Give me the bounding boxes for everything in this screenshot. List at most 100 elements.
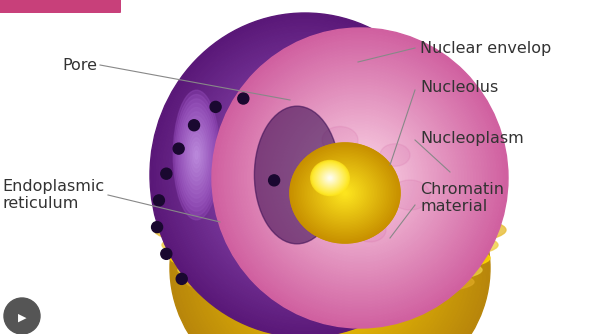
Ellipse shape	[329, 177, 331, 179]
Ellipse shape	[212, 28, 508, 328]
Ellipse shape	[293, 162, 317, 188]
Ellipse shape	[172, 233, 488, 257]
Ellipse shape	[292, 109, 428, 247]
Ellipse shape	[290, 143, 400, 243]
Ellipse shape	[315, 166, 375, 220]
Ellipse shape	[301, 153, 389, 233]
Ellipse shape	[333, 182, 357, 204]
Ellipse shape	[314, 254, 346, 282]
Ellipse shape	[174, 132, 486, 334]
Ellipse shape	[316, 167, 374, 219]
Ellipse shape	[308, 159, 382, 227]
Ellipse shape	[307, 59, 443, 131]
Ellipse shape	[209, 74, 401, 276]
Ellipse shape	[250, 198, 410, 334]
Ellipse shape	[330, 179, 360, 207]
Ellipse shape	[328, 176, 333, 180]
Ellipse shape	[320, 169, 340, 187]
Ellipse shape	[326, 265, 334, 272]
Ellipse shape	[310, 162, 379, 224]
Ellipse shape	[295, 112, 425, 244]
Ellipse shape	[162, 225, 498, 265]
Circle shape	[161, 248, 172, 259]
Ellipse shape	[202, 156, 458, 334]
Ellipse shape	[380, 144, 410, 166]
Ellipse shape	[322, 172, 368, 214]
Ellipse shape	[194, 149, 466, 334]
Ellipse shape	[265, 82, 455, 274]
Ellipse shape	[313, 130, 407, 226]
Ellipse shape	[297, 236, 323, 260]
Ellipse shape	[336, 184, 354, 202]
Ellipse shape	[233, 101, 376, 249]
Ellipse shape	[270, 213, 350, 283]
Ellipse shape	[215, 31, 505, 325]
Ellipse shape	[302, 172, 308, 178]
Ellipse shape	[178, 103, 215, 207]
Ellipse shape	[180, 247, 480, 269]
Ellipse shape	[319, 169, 371, 217]
Ellipse shape	[322, 172, 368, 214]
Ellipse shape	[307, 159, 383, 227]
Ellipse shape	[198, 153, 462, 334]
Ellipse shape	[178, 253, 482, 288]
Ellipse shape	[294, 52, 456, 138]
Ellipse shape	[371, 93, 379, 97]
Ellipse shape	[311, 61, 439, 129]
Ellipse shape	[294, 147, 395, 239]
Ellipse shape	[266, 212, 394, 324]
Ellipse shape	[297, 149, 393, 237]
Ellipse shape	[305, 157, 385, 229]
Circle shape	[269, 175, 280, 186]
Ellipse shape	[309, 160, 381, 226]
Ellipse shape	[314, 164, 376, 222]
Ellipse shape	[262, 130, 349, 220]
Ellipse shape	[306, 244, 314, 252]
Ellipse shape	[330, 179, 361, 207]
Ellipse shape	[224, 91, 386, 259]
Ellipse shape	[306, 157, 384, 229]
Ellipse shape	[357, 175, 363, 181]
Ellipse shape	[318, 169, 371, 217]
Ellipse shape	[302, 154, 387, 232]
Ellipse shape	[321, 170, 339, 186]
Ellipse shape	[154, 207, 506, 253]
Ellipse shape	[290, 159, 320, 191]
Ellipse shape	[333, 72, 418, 118]
Ellipse shape	[279, 221, 341, 275]
Ellipse shape	[253, 120, 358, 230]
Ellipse shape	[274, 219, 386, 317]
Ellipse shape	[306, 247, 354, 289]
Ellipse shape	[214, 167, 446, 334]
Ellipse shape	[206, 160, 454, 334]
Text: Nuclear envelop: Nuclear envelop	[420, 40, 551, 55]
Ellipse shape	[184, 121, 209, 190]
Ellipse shape	[294, 147, 396, 239]
Ellipse shape	[226, 177, 434, 334]
Ellipse shape	[322, 261, 338, 275]
Ellipse shape	[337, 75, 413, 115]
Ellipse shape	[302, 154, 387, 231]
Ellipse shape	[304, 156, 386, 230]
Ellipse shape	[156, 19, 454, 331]
Ellipse shape	[288, 229, 332, 267]
Ellipse shape	[196, 272, 464, 292]
Ellipse shape	[218, 84, 392, 266]
Ellipse shape	[325, 142, 395, 214]
Ellipse shape	[310, 161, 349, 195]
Text: ▶: ▶	[18, 313, 26, 323]
Ellipse shape	[277, 94, 443, 262]
Ellipse shape	[246, 194, 414, 334]
Ellipse shape	[307, 158, 384, 228]
Ellipse shape	[354, 84, 396, 106]
Ellipse shape	[262, 208, 398, 328]
Ellipse shape	[323, 173, 367, 213]
Ellipse shape	[230, 46, 490, 310]
Ellipse shape	[315, 164, 346, 192]
Ellipse shape	[182, 139, 478, 334]
Ellipse shape	[150, 13, 460, 334]
Ellipse shape	[296, 148, 394, 238]
Ellipse shape	[244, 190, 376, 306]
Ellipse shape	[233, 49, 487, 307]
Ellipse shape	[337, 185, 353, 200]
